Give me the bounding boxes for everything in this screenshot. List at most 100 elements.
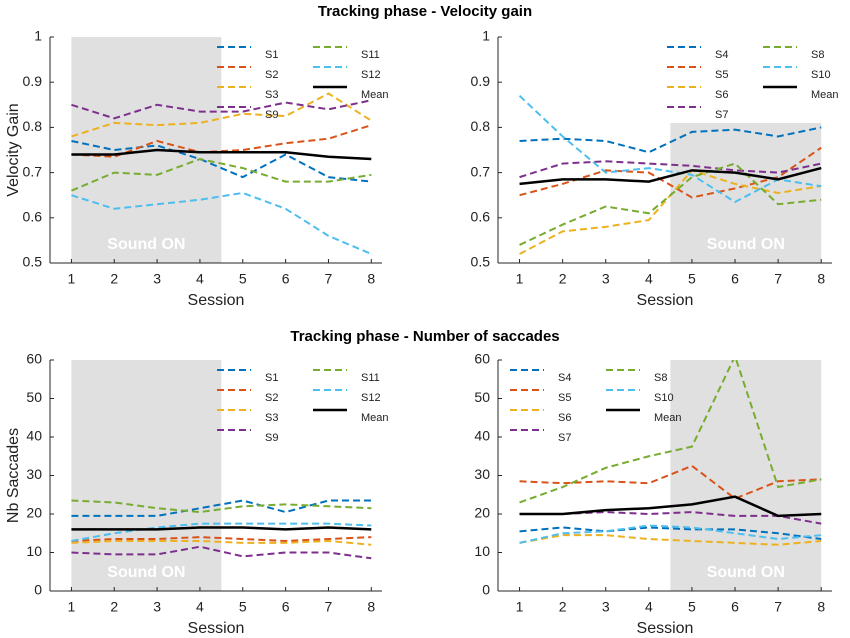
legend-label: Mean: [811, 89, 839, 101]
legend-label: S8: [654, 372, 667, 384]
x-tick-label: 4: [196, 599, 204, 615]
x-tick-label: 7: [774, 271, 782, 287]
series-line: [519, 534, 822, 546]
y-tick-label: 0.6: [471, 209, 491, 225]
series-group: [518, 95, 822, 255]
legend-label: S3: [265, 412, 278, 424]
legend-label: S5: [715, 69, 728, 81]
legend-label: S4: [715, 49, 728, 61]
annotation: Sound ON: [107, 236, 185, 253]
series-line: [519, 146, 822, 199]
x-tick-label: 8: [367, 271, 375, 287]
x-axis-label: Session: [637, 292, 694, 309]
x-tick-label: 1: [516, 271, 524, 287]
y-tick-label: 1: [34, 28, 42, 44]
x-tick-label: 4: [645, 599, 653, 615]
x-tick-label: 6: [731, 599, 739, 615]
legend-box: [663, 37, 825, 123]
x-tick-label: 1: [68, 271, 76, 287]
y-tick-label: 60: [26, 351, 42, 367]
series-line: [71, 148, 372, 161]
series-line: [71, 99, 372, 120]
x-axis-label: Session: [188, 292, 245, 309]
x-tick-label: 6: [731, 271, 739, 287]
legend-label: S1: [265, 372, 278, 384]
x-tick-label: 7: [774, 599, 782, 615]
y-tick-label: 30: [26, 466, 42, 482]
series-line: [71, 522, 372, 542]
x-tick-label: 2: [110, 271, 118, 287]
legend-label: S12: [361, 69, 381, 81]
x-tick-label: 2: [559, 271, 567, 287]
x-tick-label: 4: [196, 271, 204, 287]
legend-label: S9: [265, 109, 278, 121]
y-tick-label: 20: [474, 505, 490, 521]
legend-label: Mean: [361, 412, 389, 424]
y-axis-label: Velocity Gain: [5, 103, 22, 196]
x-tick-label: 8: [817, 599, 825, 615]
x-tick-label: 5: [239, 271, 247, 287]
x-tick-label: 3: [602, 599, 610, 615]
y-tick-label: 60: [474, 351, 490, 367]
x-tick-label: 7: [325, 599, 333, 615]
y-tick-label: 0: [482, 582, 490, 598]
series-line: [519, 526, 822, 541]
x-tick-label: 5: [688, 271, 696, 287]
series-line: [519, 126, 822, 154]
panel-title: Tracking phase - Number of saccades: [290, 328, 559, 345]
y-tick-label: 0.5: [23, 254, 43, 270]
series-line: [71, 499, 372, 517]
shaded-region: [71, 360, 222, 591]
x-tick-label: 2: [559, 599, 567, 615]
y-axis-label: Nb Saccades: [5, 428, 22, 523]
y-tick-label: 10: [474, 543, 490, 559]
x-tick-label: 3: [153, 599, 161, 615]
x-tick-label: 4: [645, 271, 653, 287]
series-line: [71, 499, 372, 514]
x-tick-label: 2: [110, 599, 118, 615]
series-line: [71, 545, 372, 560]
series-line: [519, 160, 822, 179]
series-group: [71, 499, 372, 560]
series-line: [519, 524, 822, 544]
y-tick-label: 10: [26, 543, 42, 559]
y-tick-label: 20: [26, 505, 42, 521]
x-axis-label: Session: [637, 620, 694, 637]
legend-label: S11: [361, 372, 380, 384]
x-tick-label: 1: [516, 599, 524, 615]
y-tick-label: 1: [482, 28, 490, 44]
legend-label: S11: [361, 49, 380, 61]
legend-label: S2: [265, 392, 278, 404]
legend-label: S10: [654, 392, 674, 404]
legend-label: S4: [558, 372, 571, 384]
series-line: [519, 162, 822, 246]
y-tick-label: 0.8: [23, 118, 43, 134]
legend-label: S8: [811, 49, 824, 61]
y-tick-label: 0.5: [471, 254, 491, 270]
x-tick-label: 8: [817, 271, 825, 287]
y-tick-label: 0: [34, 582, 42, 598]
annotation: Sound ON: [107, 564, 185, 581]
legend-label: S2: [265, 69, 278, 81]
x-tick-label: 3: [153, 271, 161, 287]
x-axis-label: Session: [188, 620, 245, 637]
y-tick-label: 50: [474, 389, 490, 405]
x-tick-label: 8: [367, 599, 375, 615]
series-group: [519, 360, 822, 546]
series-line: [71, 92, 372, 138]
annotation: Sound ON: [707, 564, 785, 581]
series-line: [519, 495, 822, 518]
x-tick-label: 5: [239, 599, 247, 615]
series-line: [71, 139, 372, 183]
series-line: [519, 464, 822, 500]
legend-label: S12: [361, 392, 381, 404]
series-line: [71, 536, 372, 542]
legend-label: S6: [715, 89, 728, 101]
series-line: [71, 158, 372, 192]
series-line: [71, 526, 372, 531]
y-tick-label: 0.9: [23, 73, 43, 89]
y-tick-label: 40: [474, 428, 490, 444]
y-tick-label: 0.7: [471, 163, 491, 179]
legend-label: S3: [265, 89, 278, 101]
